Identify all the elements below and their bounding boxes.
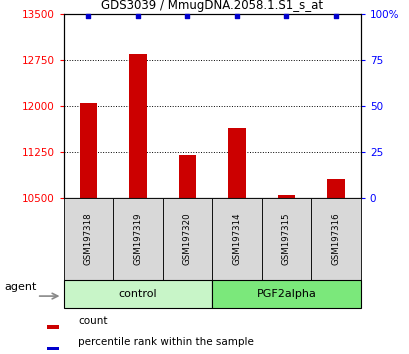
Text: GSM197320: GSM197320: [182, 213, 191, 265]
Text: GSM197318: GSM197318: [83, 213, 92, 265]
Bar: [129, 54, 146, 198]
Text: GSM197314: GSM197314: [232, 213, 241, 265]
Bar: [212, 198, 261, 280]
Point: [233, 13, 240, 19]
Bar: [63, 198, 113, 280]
Bar: [261, 198, 310, 280]
Bar: [63, 280, 212, 308]
Text: PGF2alpha: PGF2alpha: [256, 289, 316, 299]
Bar: [162, 198, 212, 280]
Text: GSM197316: GSM197316: [331, 213, 340, 265]
Point: [85, 13, 91, 19]
Bar: [228, 128, 245, 198]
Bar: [47, 347, 58, 350]
Point: [184, 13, 190, 19]
Point: [134, 13, 141, 19]
Text: GSM197319: GSM197319: [133, 213, 142, 265]
Text: agent: agent: [4, 282, 36, 292]
Bar: [47, 325, 58, 329]
Text: count: count: [78, 316, 107, 326]
Bar: [178, 155, 196, 198]
Text: percentile rank within the sample: percentile rank within the sample: [78, 337, 253, 348]
Bar: [326, 179, 344, 198]
Bar: [113, 198, 162, 280]
Point: [332, 13, 339, 19]
Bar: [212, 280, 360, 308]
Bar: [277, 195, 294, 198]
Text: control: control: [118, 289, 157, 299]
Bar: [79, 103, 97, 198]
Bar: [310, 198, 360, 280]
Point: [283, 13, 289, 19]
Title: GDS3039 / MmugDNA.2058.1.S1_s_at: GDS3039 / MmugDNA.2058.1.S1_s_at: [101, 0, 322, 12]
Text: GSM197315: GSM197315: [281, 213, 290, 265]
